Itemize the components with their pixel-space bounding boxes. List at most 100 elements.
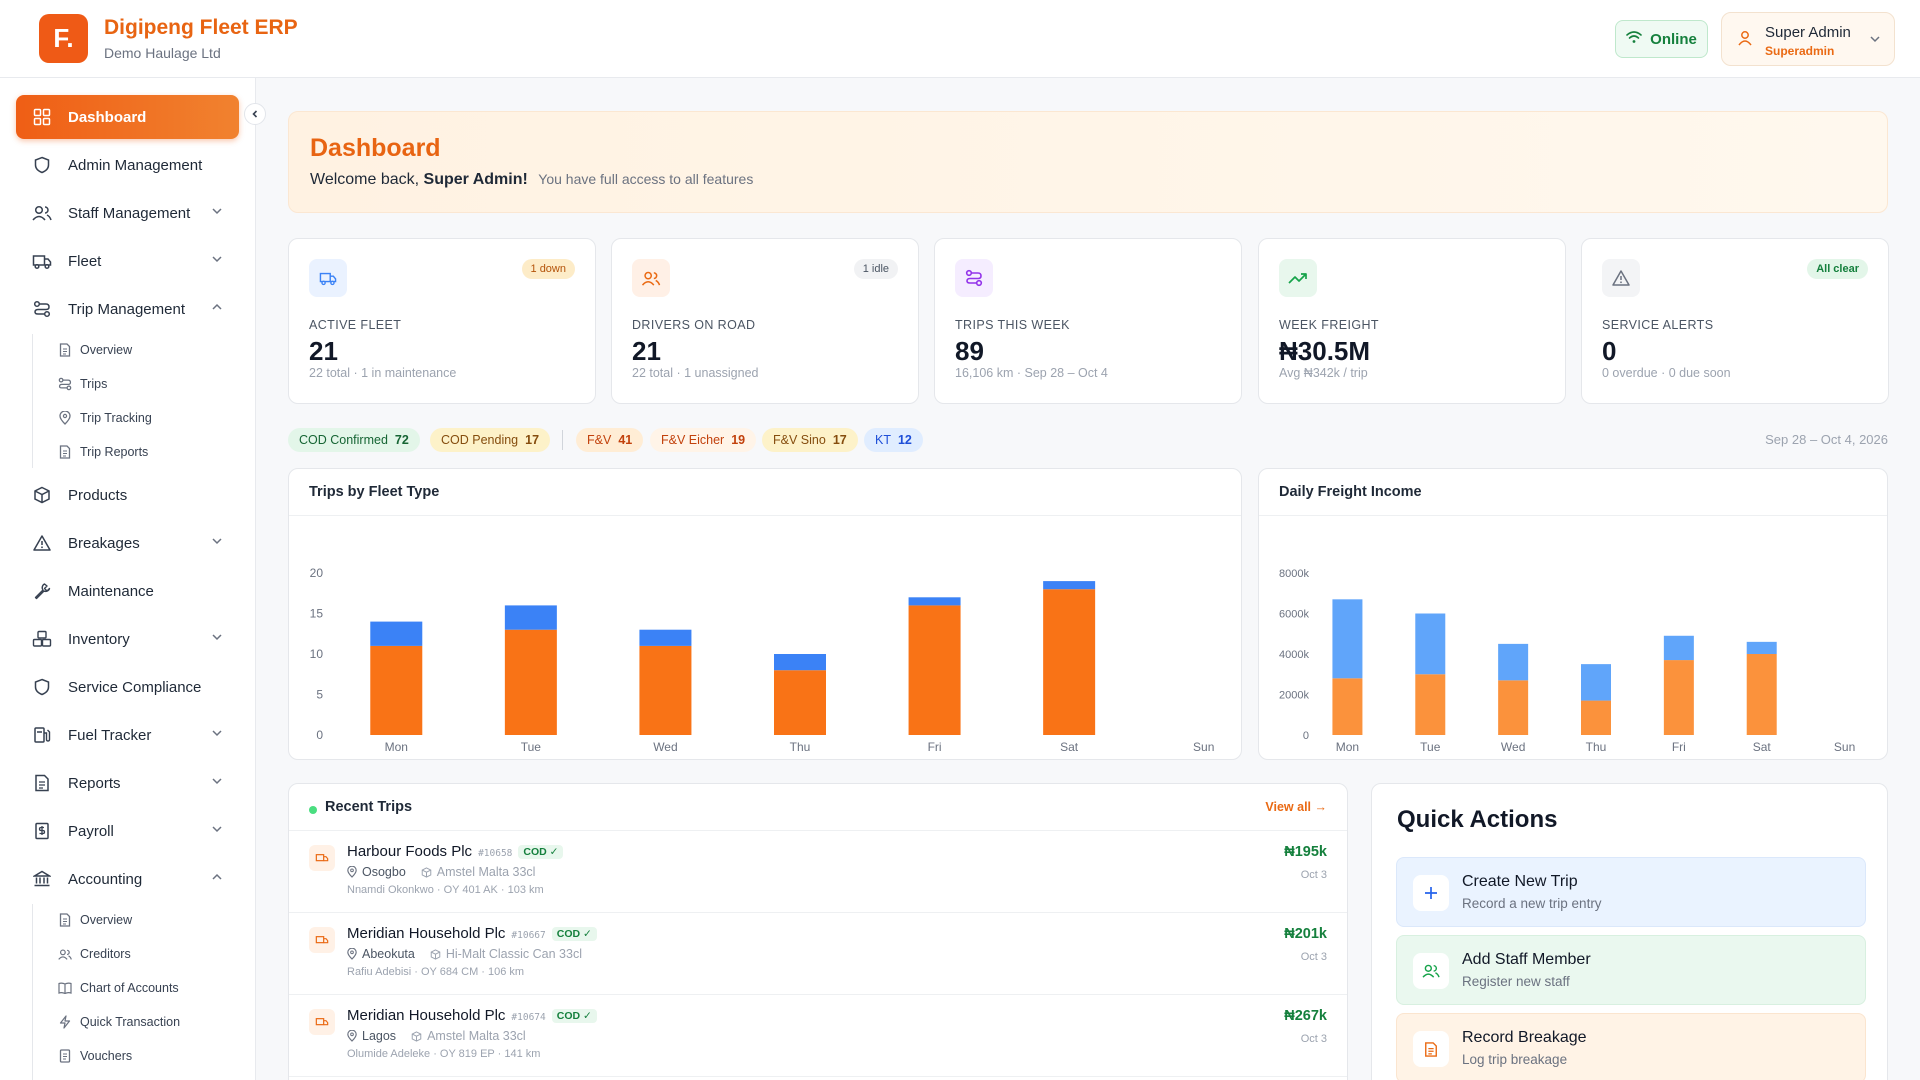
sidebar-item-trip-management[interactable]: Trip Management xyxy=(16,287,239,331)
sidebar-item-breakages[interactable]: Breakages xyxy=(16,521,239,565)
record-breakage-button[interactable]: Record Breakage Log trip breakage xyxy=(1396,1013,1866,1080)
bar-f-v-wed[interactable] xyxy=(639,645,692,735)
pill-fv-eicher[interactable]: F&V Eicher 19 xyxy=(650,428,757,452)
bar-kt-wed[interactable] xyxy=(639,629,692,646)
card-divider xyxy=(289,830,1347,831)
bar-kt-fri[interactable] xyxy=(908,597,961,606)
bar-kt-mon[interactable] xyxy=(1332,599,1363,679)
sidebar-item-admin-management[interactable]: Admin Management xyxy=(16,143,239,187)
stat-card-drivers-on-road[interactable]: 1 idle DRIVERS ON ROAD 21 22 total · 1 u… xyxy=(611,238,919,404)
app-logo[interactable]: F. xyxy=(39,14,88,63)
bar-f-v-sat[interactable] xyxy=(1746,654,1777,735)
table-row[interactable]: Harbour Foods Plc #10658 COD ✓ Osogbo Amst… xyxy=(289,831,1347,913)
bar-f-v-mon[interactable] xyxy=(370,645,423,735)
y-tick-label: 20 xyxy=(310,566,324,580)
submenu-item-creditors[interactable]: Creditors xyxy=(58,943,131,965)
submenu-item-label: Overview xyxy=(80,913,133,927)
box-icon xyxy=(421,866,432,878)
trip-meta: Rafiu Adebisi · OY 684 CM · 106 km xyxy=(347,966,525,978)
box-icon xyxy=(430,948,441,960)
bar-f-v-fri[interactable] xyxy=(1663,660,1694,735)
sidebar-item-fleet[interactable]: Fleet xyxy=(16,239,239,283)
y-tick-label: 8000k xyxy=(1279,568,1309,580)
bar-f-v-mon[interactable] xyxy=(1332,678,1363,735)
x-tick-label: Tue xyxy=(1420,740,1441,754)
stat-card-week-freight[interactable]: WEEK FREIGHT ₦30.5M Avg ₦342k / trip xyxy=(1258,238,1566,404)
x-tick-label: Sun xyxy=(1193,740,1214,754)
pill-fv-sino[interactable]: F&V Sino 17 xyxy=(762,428,858,452)
bar-kt-tue[interactable] xyxy=(504,605,557,630)
table-row[interactable]: Meridian Household Plc #10674 COD ✓ Lagos … xyxy=(289,995,1347,1077)
user-menu[interactable]: Super Admin Superadmin xyxy=(1721,12,1895,66)
x-tick-label: Mon xyxy=(1336,740,1359,754)
sidebar-item-payroll[interactable]: Payroll xyxy=(16,809,239,853)
sidebar-item-fuel-tracker[interactable]: Fuel Tracker xyxy=(16,713,239,757)
sidebar-item-accounting[interactable]: Accounting xyxy=(16,857,239,901)
wifi-icon xyxy=(1626,30,1642,48)
pill-kt[interactable]: KT 12 xyxy=(864,428,923,452)
stat-value: 21 xyxy=(309,336,338,366)
submenu-item-chart-of-accounts[interactable]: Chart of Accounts xyxy=(58,977,179,999)
trip-customer: Meridian Household Plc #10674 COD ✓ xyxy=(347,1007,597,1024)
sidebar-item-reports[interactable]: Reports xyxy=(16,761,239,805)
submenu-item-quick-transaction[interactable]: Quick Transaction xyxy=(58,1011,180,1033)
bar-kt-fri[interactable] xyxy=(1663,635,1694,661)
submenu-item-trip-tracking[interactable]: Trip Tracking xyxy=(58,407,152,429)
x-tick-label: Sun xyxy=(1834,740,1855,754)
bar-kt-sat[interactable] xyxy=(1746,641,1777,654)
submenu-item-vouchers[interactable]: Vouchers xyxy=(58,1045,132,1067)
x-tick-label: Fri xyxy=(928,740,942,754)
fuel-icon xyxy=(32,725,52,745)
pill-fv[interactable]: F&V 41 xyxy=(576,428,644,452)
sidebar-item-inventory[interactable]: Inventory xyxy=(16,617,239,661)
bar-f-v-sat[interactable] xyxy=(1043,589,1096,735)
sidebar-item-maintenance[interactable]: Maintenance xyxy=(16,569,239,613)
route-icon xyxy=(955,259,993,297)
pill-cod-confirmed[interactable]: COD Confirmed 72 xyxy=(288,428,420,452)
bar-kt-sat[interactable] xyxy=(1043,581,1096,590)
sidebar-item-staff-management[interactable]: Staff Management xyxy=(16,191,239,235)
sidebar-item-dashboard[interactable]: Dashboard xyxy=(16,95,239,139)
sidebar-item-products[interactable]: Products xyxy=(16,473,239,517)
view-all-link[interactable]: View all → xyxy=(1265,800,1327,814)
submenu-item-label: Trip Tracking xyxy=(80,411,152,425)
bar-f-v-fri[interactable] xyxy=(908,605,961,735)
stat-card-trips-this-week[interactable]: TRIPS THIS WEEK 89 16,106 km · Sep 28 – … xyxy=(934,238,1242,404)
bar-f-v-tue[interactable] xyxy=(504,629,557,735)
add-staff-button[interactable]: Add Staff Member Register new staff xyxy=(1396,935,1866,1005)
submenu-item-trip-reports[interactable]: Trip Reports xyxy=(58,441,148,463)
submenu-item-accounting-overview[interactable]: Overview xyxy=(58,909,132,931)
stat-subtext: Avg ₦342k / trip xyxy=(1279,366,1368,380)
bar-kt-thu[interactable] xyxy=(774,654,826,671)
table-row[interactable]: Meridian Household Plc #10667 COD ✓ Abeoku… xyxy=(289,913,1347,995)
y-tick-label: 4000k xyxy=(1279,649,1309,661)
trip-product: Amstel Malta 33cl xyxy=(436,865,536,879)
submenu-item-trips[interactable]: Trips xyxy=(58,373,107,395)
truck-icon xyxy=(309,259,347,297)
sidebar-item-label: Service Compliance xyxy=(68,678,202,696)
box-icon xyxy=(32,485,52,505)
users-icon xyxy=(1413,953,1449,989)
bar-f-v-tue[interactable] xyxy=(1415,674,1446,735)
trip-customer-name: Harbour Foods Plc xyxy=(347,843,473,860)
submenu-item-trip-overview[interactable]: Overview xyxy=(58,339,132,361)
stat-card-active-fleet[interactable]: 1 down ACTIVE FLEET 21 22 total · 1 in m… xyxy=(288,238,596,404)
bar-f-v-thu[interactable] xyxy=(774,670,826,735)
submenu-item-label: Chart of Accounts xyxy=(80,981,179,995)
bar-kt-thu[interactable] xyxy=(1581,664,1611,701)
sidebar-collapse-button[interactable] xyxy=(244,103,266,125)
bar-f-v-wed[interactable] xyxy=(1498,680,1529,735)
bar-kt-mon[interactable] xyxy=(370,621,423,646)
stat-card-service-alerts[interactable]: All clear SERVICE ALERTS 0 0 overdue · 0… xyxy=(1581,238,1889,404)
pill-cod-pending[interactable]: COD Pending 17 xyxy=(430,428,551,452)
date-range: Sep 28 – Oct 4, 2026 xyxy=(1765,432,1888,447)
live-dot-icon xyxy=(309,806,317,814)
bar-kt-wed[interactable] xyxy=(1498,643,1529,681)
submenu-item-label: Quick Transaction xyxy=(80,1015,181,1029)
y-tick-label: 6000k xyxy=(1279,609,1309,621)
create-trip-button[interactable]: Create New Trip Record a new trip entry xyxy=(1396,857,1866,927)
bar-kt-tue[interactable] xyxy=(1415,613,1446,675)
bar-f-v-thu[interactable] xyxy=(1581,700,1611,735)
chevron-down-icon xyxy=(212,256,222,263)
sidebar-item-service-compliance[interactable]: Service Compliance xyxy=(16,665,239,709)
